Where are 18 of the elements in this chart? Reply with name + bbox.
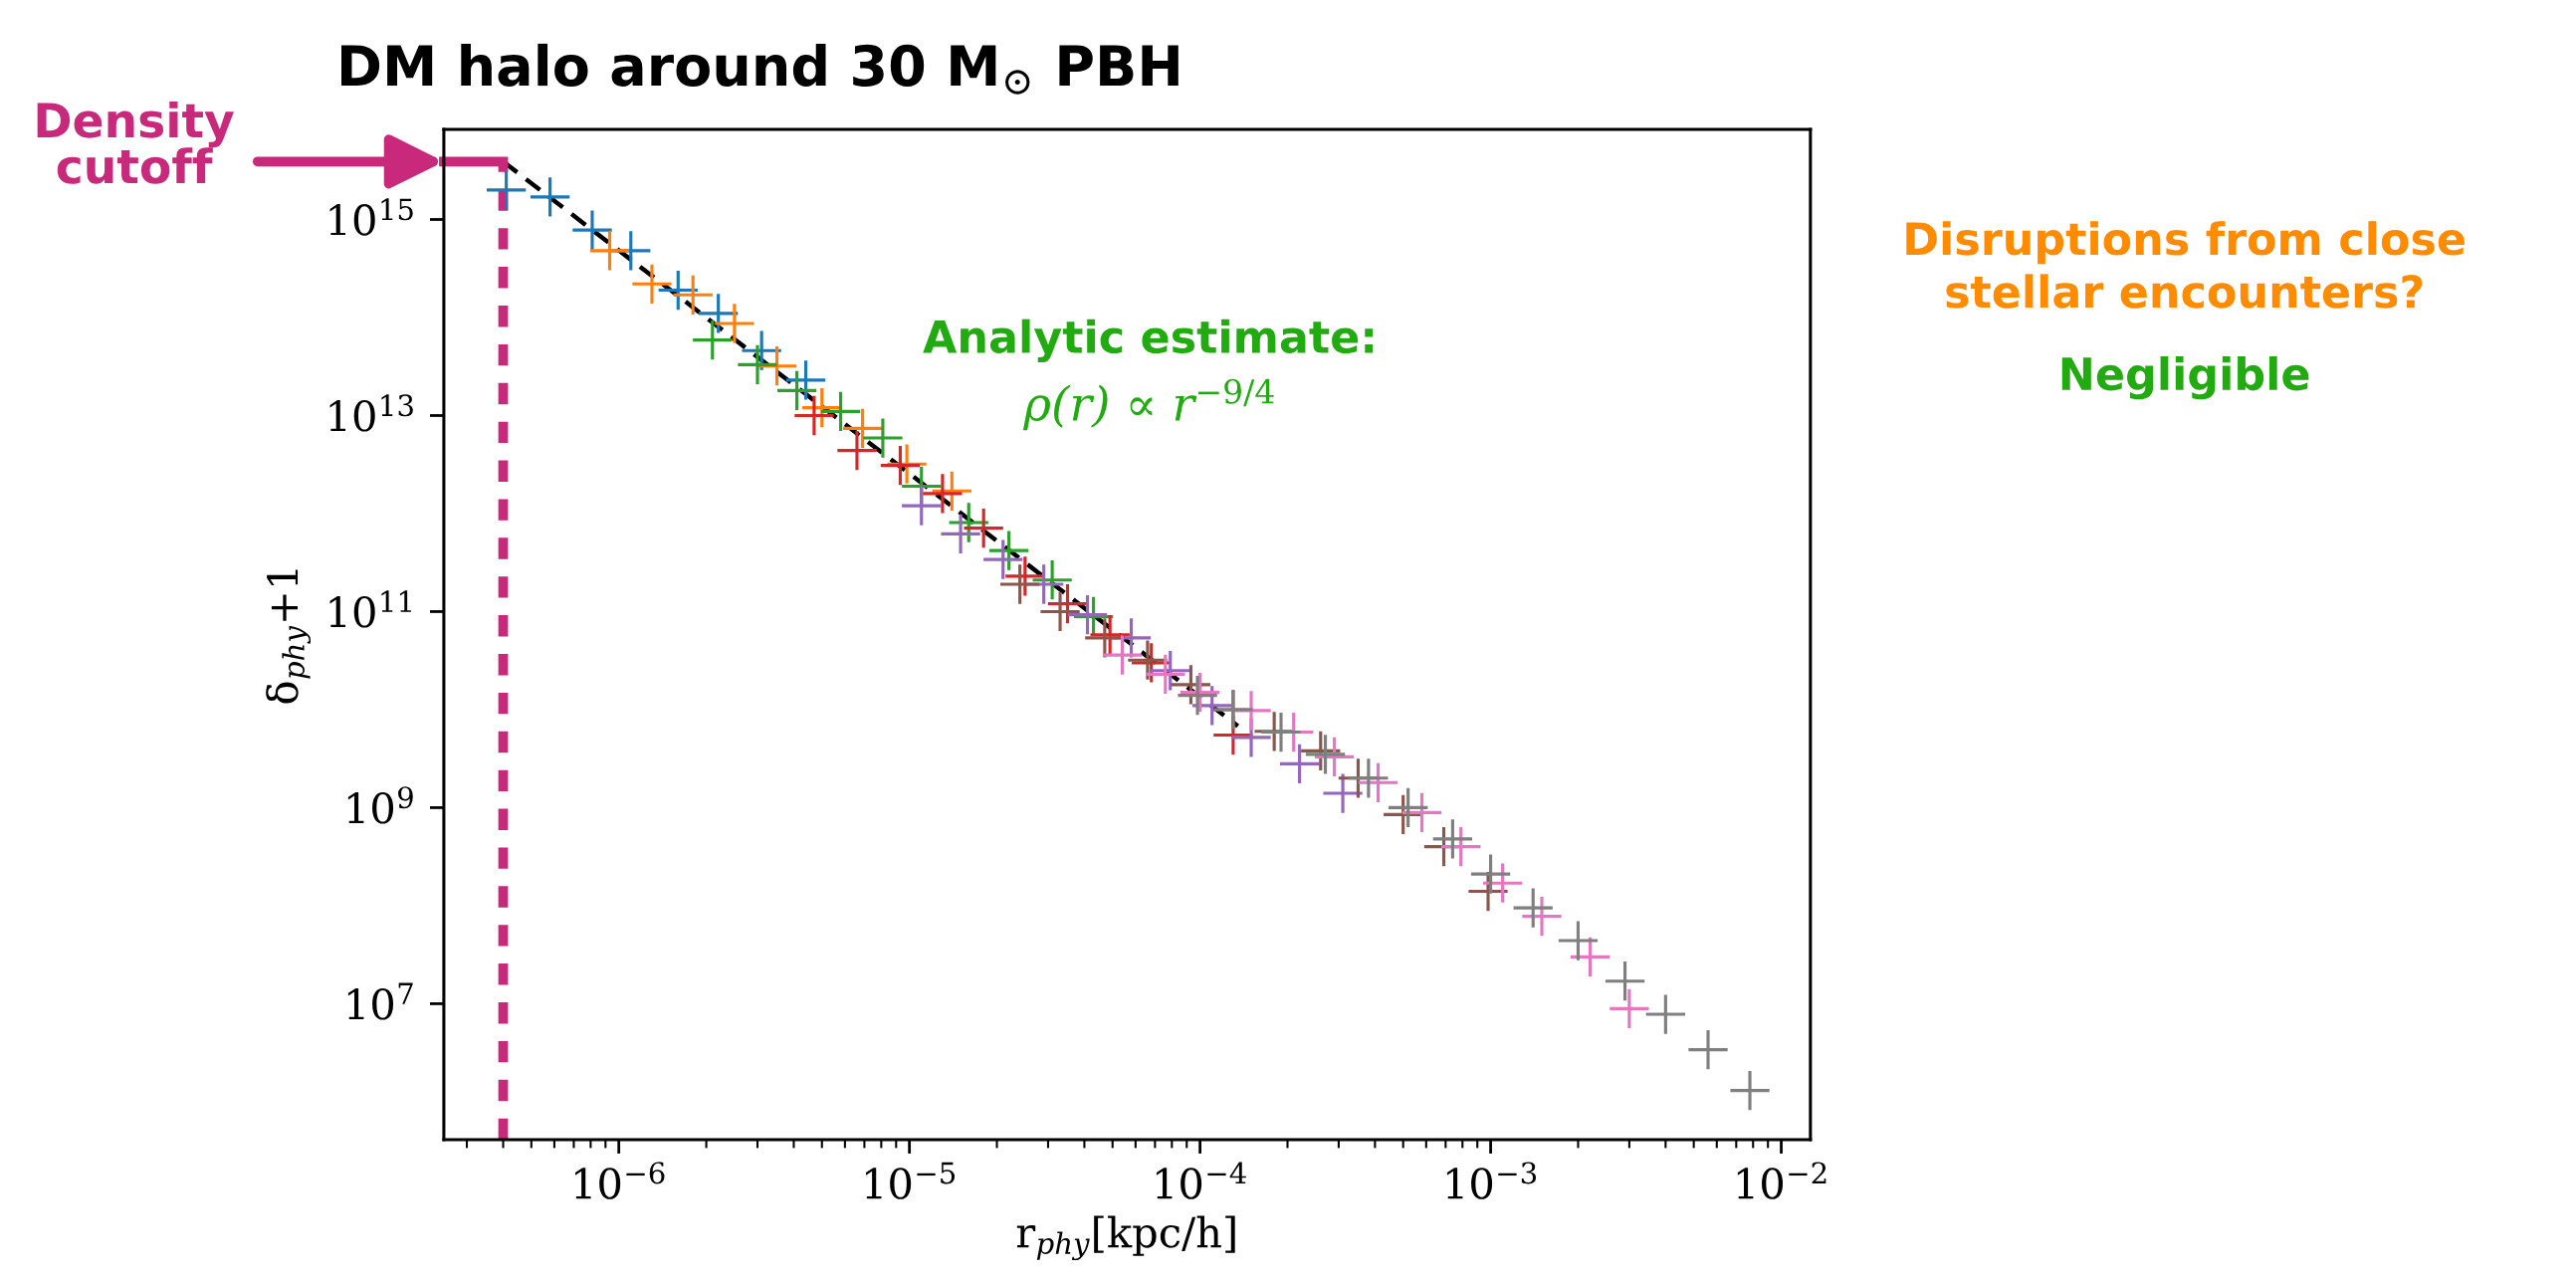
text: Disruptions from close stellar encounters? [1906, 221, 2465, 309]
y-tick-label: 10$^{13}$ [329, 394, 413, 432]
text: Negligible [2061, 355, 2309, 400]
annotation: Analytic estimate: [923, 319, 1374, 363]
y-axis-title: δ$_{phy}$+1 [266, 569, 312, 704]
y-tick-label: 10$^{9}$ [347, 786, 413, 824]
x-tick-label: 10$^{−4}$ [1156, 1162, 1246, 1199]
y-tick-label: 10$^{11}$ [329, 590, 411, 628]
x-tick-label: 10$^{−2}$ [1737, 1162, 1826, 1199]
x-tick-label: 10$^{−5}$ [865, 1162, 956, 1199]
x-tick-label: 10$^{−6}$ [575, 1162, 665, 1199]
x-axis-title: r$_{phy}$[kpc/h] [1016, 1215, 1235, 1261]
text: Density cutoff [37, 102, 234, 184]
y-tick-label: 10$^{15}$ [329, 198, 413, 236]
chart-title: DM halo around 30 M$_{⊙}$ PBH [341, 43, 1179, 95]
x-tick-label: 10$^{−3}$ [1446, 1162, 1537, 1199]
annotation: ρ(r) ∝ r$^{−9/4}$ [1022, 378, 1274, 431]
y-tick-label: 10$^{7}$ [347, 982, 413, 1020]
